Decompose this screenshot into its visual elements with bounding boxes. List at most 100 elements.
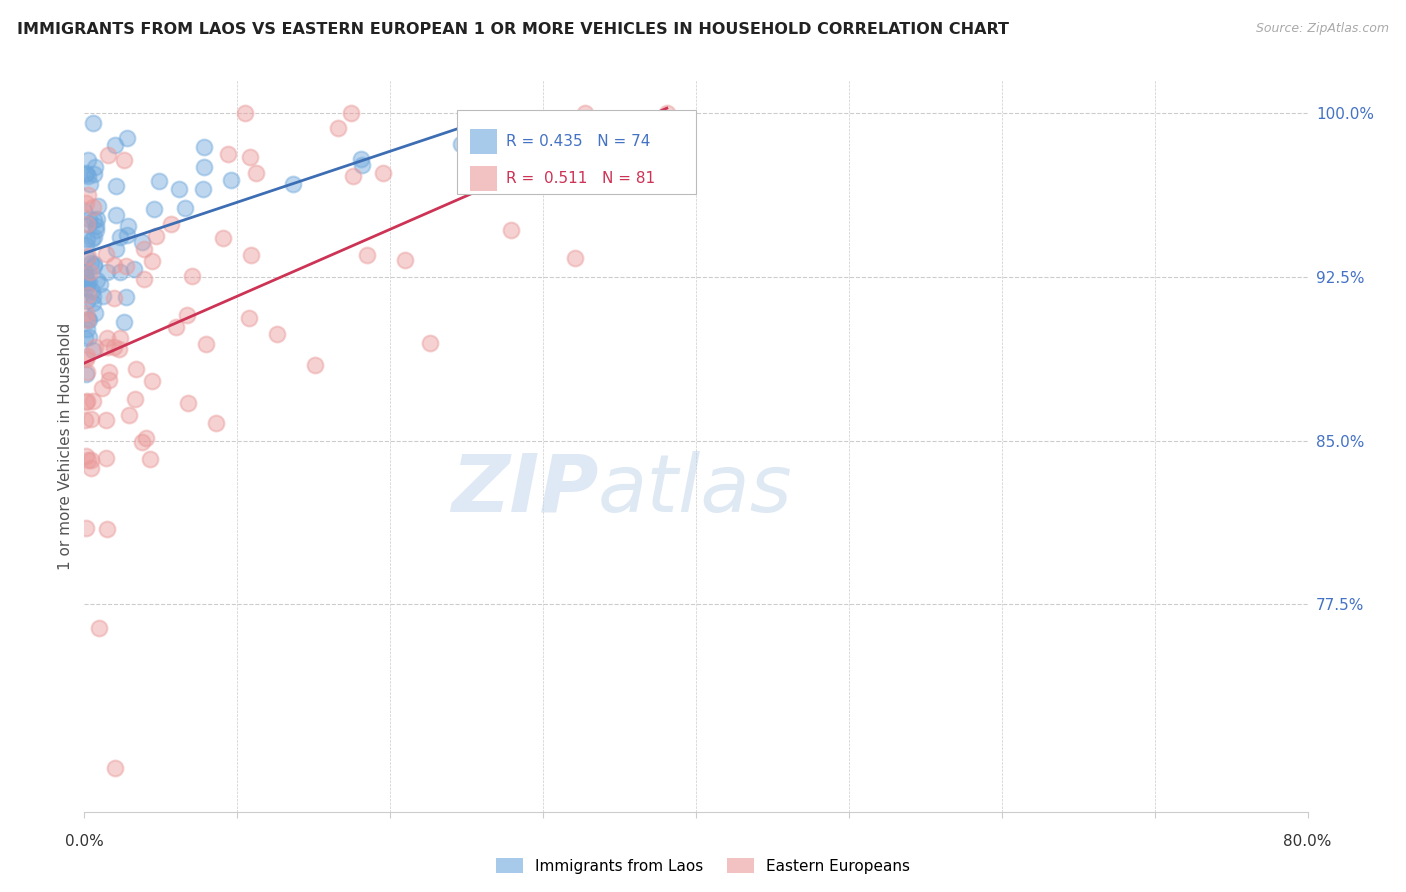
Point	[73, 271, 96, 285]
Point	[98, 373, 121, 387]
Point	[104, 209, 127, 223]
Text: atlas: atlas	[598, 450, 793, 529]
Point	[177, 396, 200, 410]
Point	[79, 177, 101, 191]
Point	[108, 265, 131, 279]
Point	[86, 211, 108, 226]
Point	[94, 413, 117, 427]
Point	[141, 374, 163, 388]
Point	[82, 343, 104, 357]
Point	[86, 273, 108, 287]
Point	[75, 167, 97, 181]
Point	[176, 308, 198, 322]
Point	[132, 272, 155, 286]
Point	[148, 174, 170, 188]
Point	[73, 265, 96, 279]
Y-axis label: 1 or more Vehicles in Household: 1 or more Vehicles in Household	[58, 322, 73, 570]
Point	[103, 258, 125, 272]
Point	[98, 365, 121, 379]
Point	[115, 259, 138, 273]
Point	[75, 412, 97, 426]
Point	[80, 412, 103, 426]
Text: 80.0%: 80.0%	[1284, 833, 1331, 848]
Text: R =  0.511   N = 81: R = 0.511 N = 81	[506, 171, 655, 186]
Point	[112, 314, 135, 328]
Point	[75, 270, 97, 285]
Text: IMMIGRANTS FROM LAOS VS EASTERN EUROPEAN 1 OR MORE VEHICLES IN HOUSEHOLD CORRELA: IMMIGRANTS FROM LAOS VS EASTERN EUROPEAN…	[17, 22, 1010, 37]
Point	[76, 365, 98, 379]
Point	[131, 235, 153, 249]
Legend: Immigrants from Laos, Eastern Europeans: Immigrants from Laos, Eastern Europeans	[489, 852, 917, 880]
Point	[87, 621, 110, 635]
Point	[83, 230, 105, 244]
Point	[82, 289, 104, 303]
Point	[83, 257, 105, 271]
Point	[143, 202, 166, 216]
FancyBboxPatch shape	[470, 167, 496, 191]
Point	[350, 153, 373, 167]
Point	[96, 331, 118, 345]
Point	[77, 313, 100, 327]
Point	[117, 219, 139, 233]
Point	[91, 289, 114, 303]
Point	[76, 394, 98, 409]
Point	[75, 306, 97, 320]
Point	[574, 106, 596, 120]
Point	[217, 147, 239, 161]
Point	[75, 238, 97, 252]
Point	[76, 276, 98, 290]
Point	[134, 242, 156, 256]
Point	[75, 449, 97, 463]
Text: R = 0.435   N = 74: R = 0.435 N = 74	[506, 134, 651, 149]
Point	[76, 217, 98, 231]
Point	[80, 460, 103, 475]
Point	[76, 251, 98, 265]
Point	[193, 161, 215, 175]
Point	[485, 165, 508, 179]
Point	[108, 342, 131, 356]
Point	[76, 311, 98, 326]
Point	[76, 349, 98, 363]
Point	[82, 393, 104, 408]
Point	[180, 268, 202, 283]
Point	[131, 434, 153, 449]
Point	[167, 182, 190, 196]
Point	[326, 120, 349, 135]
Point	[76, 275, 98, 289]
Point	[94, 247, 117, 261]
Point	[83, 161, 105, 175]
Point	[84, 340, 107, 354]
Point	[212, 231, 235, 245]
Point	[75, 351, 97, 366]
FancyBboxPatch shape	[457, 110, 696, 194]
Point	[89, 277, 111, 292]
Point	[75, 367, 97, 381]
Point	[103, 291, 125, 305]
Point	[112, 153, 135, 167]
Point	[75, 270, 97, 285]
Point	[76, 288, 98, 302]
Point	[115, 290, 138, 304]
Point	[104, 138, 127, 153]
Point	[135, 430, 157, 444]
Point	[124, 261, 146, 276]
Point	[75, 395, 97, 409]
FancyBboxPatch shape	[470, 129, 496, 153]
Point	[564, 251, 586, 265]
Point	[103, 340, 125, 354]
Point	[239, 150, 262, 164]
Point	[118, 408, 141, 422]
Point	[83, 167, 105, 181]
Point	[219, 173, 242, 187]
Point	[82, 284, 104, 298]
Point	[76, 322, 98, 336]
Point	[73, 204, 96, 219]
Point	[76, 195, 98, 210]
Point	[73, 331, 96, 345]
Point	[125, 362, 148, 376]
Point	[139, 452, 162, 467]
Point	[304, 359, 326, 373]
Point	[87, 199, 110, 213]
Point	[283, 177, 305, 191]
Point	[80, 453, 103, 467]
